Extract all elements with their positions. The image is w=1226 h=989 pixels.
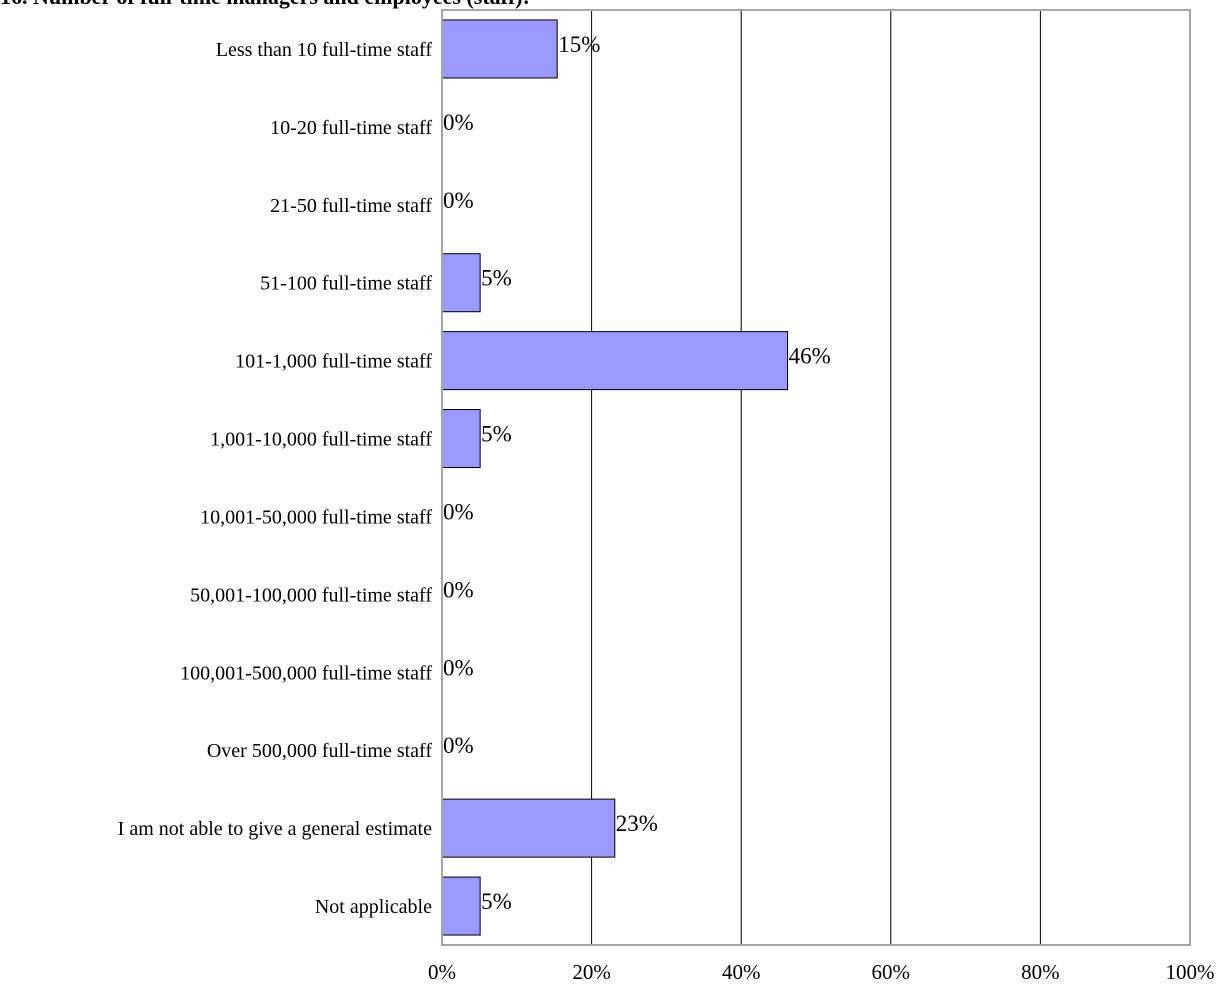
category-label: Not applicable [315, 896, 432, 918]
bar [441, 409, 481, 469]
x-tick-label: 0% [428, 960, 456, 984]
category-label: Over 500,000 full-time staff [207, 740, 432, 762]
gridlines [591, 10, 1041, 945]
category-label: 10,001-50,000 full-time staff [200, 506, 432, 528]
category-labels: Less than 10 full-time staff 10-20 full-t… [118, 39, 433, 918]
x-tick-label: 80% [1021, 960, 1060, 984]
bar [441, 876, 481, 936]
x-axis-tick-labels: 0% 20% 40% 60% 80% 100% [428, 960, 1215, 984]
x-tick-label: 20% [572, 960, 611, 984]
value-label: 0% [443, 499, 474, 524]
bars [441, 19, 789, 936]
value-label: 5% [481, 422, 512, 447]
category-label: I am not able to give a general estimate [118, 818, 432, 840]
category-label: Less than 10 full-time staff [216, 39, 433, 61]
value-labels: 15% 0% 0% 5% 46% 5% 0% 0% 0% 0% 23% 5% [443, 32, 831, 914]
value-label: 0% [443, 655, 474, 680]
value-label: 0% [443, 733, 474, 758]
x-tick-label: 100% [1166, 960, 1215, 984]
value-label: 5% [481, 889, 512, 914]
value-label: 5% [481, 266, 512, 291]
category-label: 1,001-10,000 full-time staff [210, 429, 432, 451]
category-label: 21-50 full-time staff [270, 195, 432, 217]
chart-title: 16. Number of full-time managers and emp… [0, 0, 530, 9]
category-label: 51-100 full-time staff [260, 273, 432, 295]
value-label: 15% [558, 32, 600, 57]
value-label: 0% [443, 188, 474, 213]
value-label: 0% [443, 110, 474, 135]
category-label: 101-1,000 full-time staff [235, 351, 432, 373]
plot-frame [441, 9, 1191, 946]
bar [441, 798, 616, 858]
bar [441, 331, 789, 391]
category-label: 100,001-500,000 full-time staff [180, 662, 432, 684]
bar [441, 253, 481, 313]
bar [441, 19, 558, 79]
x-tick-label: 40% [722, 960, 761, 984]
value-label: 23% [616, 811, 658, 836]
category-label: 50,001-100,000 full-time staff [190, 584, 432, 606]
category-label: 10-20 full-time staff [270, 117, 432, 139]
value-label: 46% [789, 344, 831, 369]
value-label: 0% [443, 577, 474, 602]
x-tick-label: 60% [872, 960, 911, 984]
